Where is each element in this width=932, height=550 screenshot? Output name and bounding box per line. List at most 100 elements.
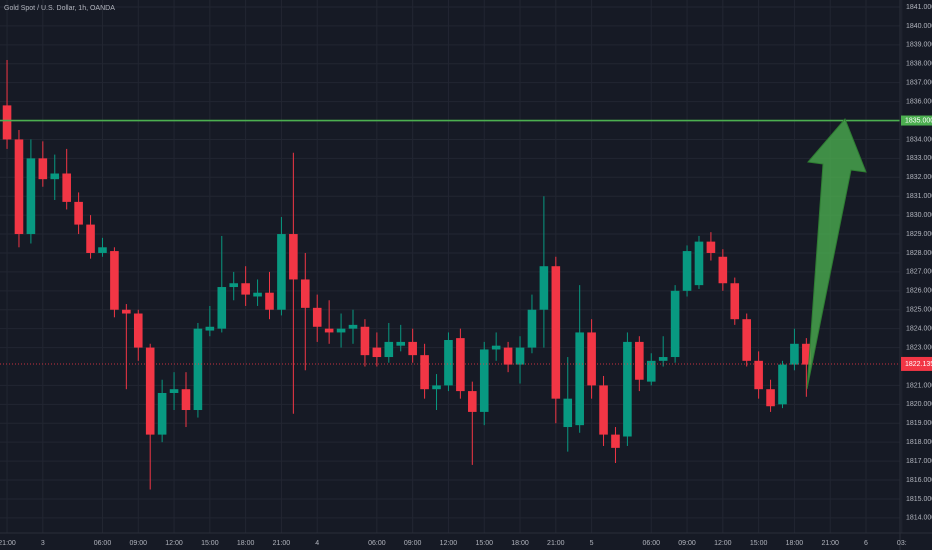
y-tick-label: 1817.000: [906, 458, 932, 465]
y-tick-label: 1827.000: [906, 269, 932, 276]
candle-body: [133, 313, 143, 348]
candle-body: [38, 158, 48, 180]
candle-body: [456, 338, 465, 392]
x-tick-label: 09:00: [678, 540, 696, 547]
y-tick-label: 1834.000: [906, 136, 932, 143]
candle-body: [2, 105, 12, 140]
x-tick-label: 03:: [897, 540, 907, 547]
candle-body: [694, 241, 704, 286]
candle-body: [635, 341, 644, 380]
chart-title: Gold Spot / U.S. Dollar, 1h, OANDA: [4, 5, 115, 12]
x-tick-label: 09:00: [404, 540, 422, 547]
candle-body: [253, 292, 262, 297]
x-tick-label: 12:00: [714, 540, 732, 547]
candle-body: [706, 241, 716, 253]
candle-body: [98, 247, 107, 253]
candle-body: [754, 360, 763, 390]
x-tick-label: 18:00: [237, 540, 255, 547]
x-tick-label: 5: [590, 540, 594, 547]
candle-body: [503, 347, 513, 365]
x-tick-label: 15:00: [475, 540, 493, 547]
candle-body: [444, 340, 453, 386]
y-tick-label: 1839.000: [906, 42, 932, 49]
x-tick-label: 18:00: [786, 540, 804, 547]
candle-body: [611, 434, 620, 448]
y-tick-label: 1829.000: [906, 231, 932, 238]
candle-body: [62, 173, 71, 202]
y-tick-label: 1837.000: [906, 80, 932, 87]
candle-body: [241, 283, 250, 295]
y-tick-label: 1814.000: [906, 515, 932, 522]
y-tick-label: 1830.000: [906, 212, 932, 219]
candle-body: [563, 398, 573, 428]
y-tick-label: 1824.000: [906, 325, 932, 332]
candle-body: [265, 292, 274, 310]
y-tick-label: 1831.000: [906, 193, 932, 200]
candle-body: [372, 347, 382, 358]
candle-body: [360, 326, 370, 356]
y-tick-label: 1823.000: [906, 344, 932, 351]
candle-body: [110, 251, 119, 310]
candle-body: [348, 324, 358, 329]
candle-body: [468, 391, 477, 412]
candle-body: [145, 347, 155, 435]
candle-body: [491, 345, 501, 350]
y-tick-label: 1833.000: [906, 155, 932, 162]
y-tick-label: 1838.000: [906, 61, 932, 68]
candle-body: [324, 328, 334, 333]
y-tick-label: 1816.000: [906, 477, 932, 484]
candle-body: [551, 266, 561, 399]
level-label: 1835.000: [905, 117, 932, 124]
candle-body: [289, 234, 298, 280]
candle-body: [86, 224, 95, 253]
y-tick-label: 1840.000: [906, 23, 932, 30]
candles: [0, 59, 900, 490]
candle-body: [658, 357, 668, 361]
y-tick-label: 1815.000: [906, 496, 932, 503]
x-tick-label: 21:00: [821, 540, 839, 547]
candle-body: [229, 283, 239, 288]
arrow-annotation: [806, 118, 867, 390]
candle-body: [432, 385, 441, 390]
candle-body: [670, 290, 680, 358]
candle-body: [300, 279, 310, 308]
candle-body: [74, 201, 83, 225]
candle-body: [802, 343, 811, 365]
y-tick-label: 1836.000: [906, 98, 932, 105]
candle-body: [623, 341, 632, 437]
last-price-badge: [901, 356, 932, 371]
x-tick-label: 15:00: [201, 540, 219, 547]
y-tick-label: 1828.000: [906, 250, 932, 257]
candle-body: [193, 328, 203, 411]
level-badge: [901, 115, 932, 126]
x-tick-label: 06:00: [368, 540, 386, 547]
last-price-label: 1822.135: [905, 361, 932, 368]
x-tick-label: 12:00: [440, 540, 458, 547]
candle-body: [312, 307, 322, 327]
candle-body: [742, 319, 751, 361]
candle-body: [515, 347, 525, 365]
x-tick-label: 4: [315, 540, 319, 547]
candle-body: [778, 364, 787, 405]
x-tick-label: 21:00: [547, 540, 565, 547]
candle-body: [420, 355, 429, 390]
candle-body: [790, 343, 799, 365]
y-tick-label: 1841.000: [906, 4, 932, 11]
x-tick-label: 12:00: [165, 540, 183, 547]
candle-body: [336, 328, 346, 333]
x-tick-label: 6: [864, 540, 868, 547]
candle-body: [682, 251, 692, 291]
x-tick-label: 06:00: [642, 540, 660, 547]
x-tick-label: 06:00: [94, 540, 112, 547]
candle-body: [277, 234, 286, 310]
candle-body: [157, 392, 167, 435]
x-tick-label: 18:00: [511, 540, 529, 547]
candle-body: [527, 309, 537, 348]
x-tick-label: 21:00: [0, 540, 16, 547]
candle-body: [205, 326, 215, 331]
candle-body: [575, 332, 584, 426]
y-tick-label: 1818.000: [906, 439, 932, 446]
candle-body: [730, 283, 740, 320]
